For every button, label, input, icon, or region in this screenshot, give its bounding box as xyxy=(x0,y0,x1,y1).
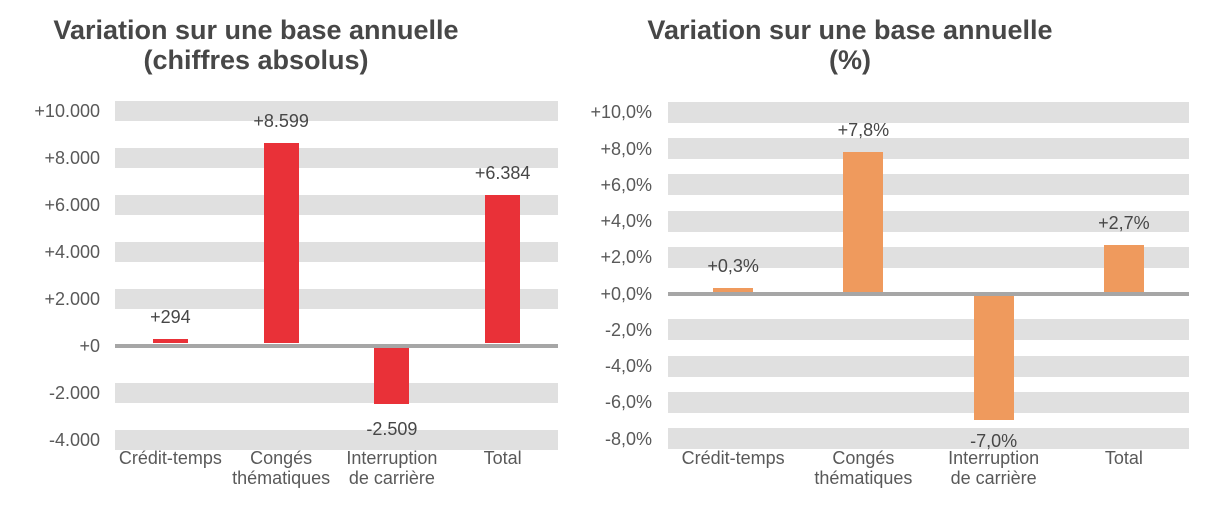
chart-subtitle-line: (chiffres absolus) xyxy=(143,45,369,75)
y-tick-label: +0,0% xyxy=(600,283,652,304)
gridline-band xyxy=(115,147,558,168)
bar-interruption-de-carriere xyxy=(374,347,410,405)
zero-axis-line xyxy=(668,291,1189,296)
y-tick-label: +2.000 xyxy=(44,288,100,309)
y-tick-label: -2.000 xyxy=(48,382,100,403)
bar-conges-thematiques xyxy=(263,143,299,344)
y-tick-label: +10.000 xyxy=(34,100,100,121)
x-category-label-interruption-de-carriere: Interruption xyxy=(948,448,1040,468)
bar-value-label-conges-thematiques: +8.599 xyxy=(253,111,309,132)
x-category-label-credit-temps: Crédit-temps xyxy=(118,448,222,468)
y-tick-label: +4,0% xyxy=(600,211,652,231)
gridline-band xyxy=(668,391,1189,413)
zero-axis-line xyxy=(115,343,558,348)
gridline-band xyxy=(115,100,558,121)
x-category-label-credit-temps: Crédit-temps xyxy=(681,448,785,468)
y-tick-label: +10,0% xyxy=(590,102,652,123)
x-category-label-interruption-de-carriere: Interruption xyxy=(346,448,438,468)
x-category-label-total: Total xyxy=(1104,448,1143,468)
bar-interruption-de-carriere xyxy=(973,295,1014,421)
y-tick-label: +6,0% xyxy=(600,174,652,195)
bar-conges-thematiques xyxy=(843,152,884,292)
y-tick-label: +8,0% xyxy=(600,138,652,159)
x-category-label-conges-thematiques: Congés xyxy=(832,448,895,468)
y-tick-label: +0 xyxy=(79,335,100,356)
bar-value-label-total: +6.384 xyxy=(474,163,531,184)
bar-value-label-interruption-de-carriere: -7,0% xyxy=(970,431,1018,452)
x-category-label-conges-thematiques: thématiques xyxy=(814,468,913,488)
gridline-band xyxy=(115,241,558,262)
chart-title-line: Variation sur une base annuelle xyxy=(53,15,459,45)
y-tick-label: -4.000 xyxy=(48,429,100,450)
chart-title-absolute: Variation sur une base annuelle (chiffre… xyxy=(53,15,458,75)
y-tick-label: +4.000 xyxy=(44,241,100,262)
y-tick-label: -2,0% xyxy=(604,319,652,340)
gridline-band xyxy=(668,246,1189,268)
gridline-band xyxy=(115,382,558,403)
gridline-band xyxy=(668,428,1189,449)
y-tick-label: -6,0% xyxy=(604,392,652,413)
y-tick-label: +8.000 xyxy=(44,147,100,168)
chart-subtitle-line: (%) xyxy=(828,45,871,75)
gridline-band xyxy=(668,355,1189,377)
gridline-band xyxy=(115,429,558,450)
y-tick-label: -8,0% xyxy=(604,428,652,449)
y-tick-label: +2,0% xyxy=(600,247,652,268)
chart-title-percent: Variation sur une base annuelle (%) xyxy=(647,15,1052,75)
y-tick-label: +6.000 xyxy=(44,194,100,215)
x-category-label-conges-thematiques: Congés xyxy=(250,448,313,468)
x-category-label-interruption-de-carriere: de carrière xyxy=(348,468,435,488)
bar-credit-temps xyxy=(152,338,188,344)
chart-title-line: Variation sur une base annuelle xyxy=(647,15,1053,45)
gridline-band xyxy=(668,210,1189,232)
bar-value-label-credit-temps: +0,3% xyxy=(707,256,759,277)
bar-credit-temps xyxy=(713,288,754,292)
gridline-band xyxy=(668,138,1189,159)
x-category-label-interruption-de-carriere: de carrière xyxy=(950,468,1037,488)
bar-value-label-credit-temps: +294 xyxy=(150,306,191,327)
gridline-band xyxy=(115,194,558,215)
gridline-band xyxy=(668,319,1189,341)
y-tick-label: -4,0% xyxy=(604,356,652,376)
bar-total xyxy=(1103,244,1144,292)
x-category-label-conges-thematiques: thématiques xyxy=(232,468,331,488)
gridline-band xyxy=(668,101,1189,123)
bar-value-label-interruption-de-carriere: -2.509 xyxy=(366,419,418,440)
x-category-label-total: Total xyxy=(483,448,522,468)
bar-value-label-total: +2,7% xyxy=(1098,212,1150,233)
bar-total xyxy=(485,195,521,344)
bar-value-label-conges-thematiques: +7,8% xyxy=(837,120,890,141)
gridline-band xyxy=(668,174,1189,196)
gridline-band xyxy=(115,288,558,309)
